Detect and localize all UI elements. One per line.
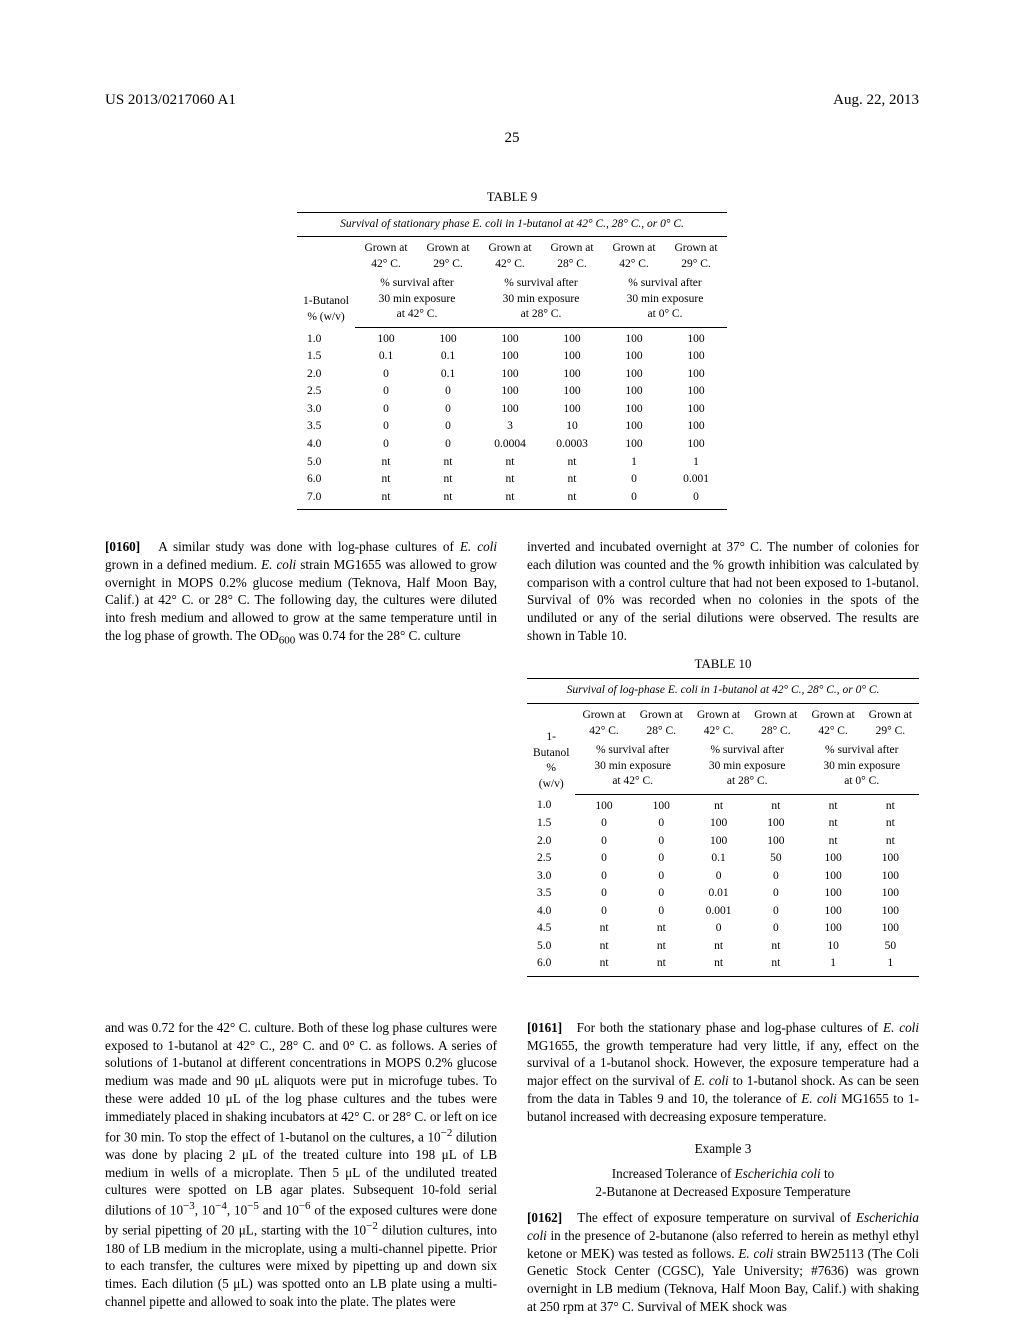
table-row: 6.0ntntntnt11 (527, 955, 919, 976)
table-row: 4.0000.0010100100 (527, 903, 919, 921)
table-10-label: TABLE 10 (527, 655, 919, 673)
table-row: 1.0100100100100100100 (297, 327, 727, 348)
table-9-grid: Survival of stationary phase E. coli in … (297, 212, 727, 510)
table-row: 3.00000100100 (527, 868, 919, 886)
table-9: TABLE 9 Survival of stationary phase E. … (105, 188, 919, 510)
col-label-10: 1-Butanol% (w/v) (527, 703, 575, 794)
table-row: 3.000100100100100 (297, 401, 727, 419)
table-10-caption: Survival of log-phase E. coli in 1-butan… (527, 679, 919, 704)
example-title: Increased Tolerance of Escherichia coli … (527, 1165, 919, 1201)
table-row: 4.5ntnt00100100 (527, 920, 919, 938)
table-row: 1.50.10.1100100100100 (297, 348, 727, 366)
table-10: TABLE 10 Survival of log-phase E. coli i… (527, 655, 919, 977)
para-cont-2: and was 0.72 for the 42° C. culture. Bot… (105, 1019, 497, 1311)
example-label: Example 3 (527, 1140, 919, 1158)
table-row: 1.0100100ntntntnt (527, 794, 919, 815)
table-10-grid: Survival of log-phase E. coli in 1-butan… (527, 678, 919, 976)
table-row: 2.500100100100100 (297, 383, 727, 401)
para-0161: [0161] For both the stationary phase and… (527, 1019, 919, 1126)
table-row: 5.0ntntntnt1050 (527, 938, 919, 956)
table-row: 5.0ntntntnt11 (297, 454, 727, 472)
table-9-caption: Survival of stationary phase E. coli in … (297, 212, 727, 237)
text-row-2: and was 0.72 for the 42° C. culture. Bot… (105, 1019, 919, 1326)
table-row: 6.0ntntntnt00.001 (297, 471, 727, 489)
pub-date: Aug. 22, 2013 (833, 90, 919, 110)
page-number: 25 (105, 128, 919, 148)
pub-number: US 2013/0217060 A1 (105, 90, 236, 110)
para-0160: [0160] A similar study was done with log… (105, 538, 497, 649)
table-row: 1.500100100ntnt (527, 815, 919, 833)
table-row: 3.500310100100 (297, 418, 727, 436)
table-row: 4.0000.00040.0003100100 (297, 436, 727, 454)
text-row-1: [0160] A similar study was done with log… (105, 538, 919, 1005)
col-label: 1-Butanol% (w/v) (297, 237, 355, 328)
table-row: 7.0ntntntnt00 (297, 489, 727, 510)
para-0162: [0162] The effect of exposure temperatur… (527, 1209, 919, 1316)
table-row: 2.5000.150100100 (527, 850, 919, 868)
table-row: 3.5000.010100100 (527, 885, 919, 903)
table-row: 2.000100100ntnt (527, 833, 919, 851)
para-cont-1: inverted and incubated overnight at 37° … (527, 538, 919, 645)
table-row: 2.000.1100100100100 (297, 366, 727, 384)
table-9-label: TABLE 9 (105, 188, 919, 206)
